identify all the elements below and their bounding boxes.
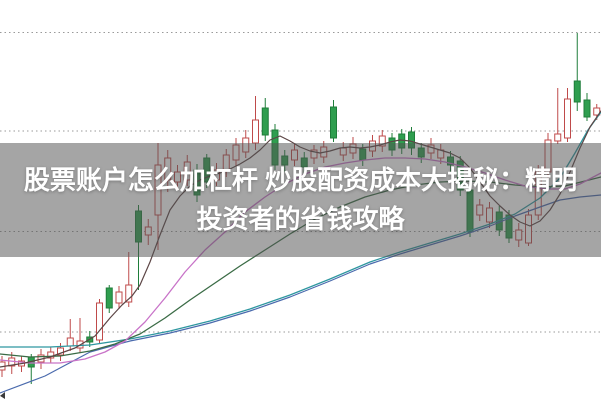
candle-up [252,119,259,144]
title-banner: 股票账户怎么加杠杆 炒股配资成本大揭秘：精明 投资者的省钱攻略 [0,143,601,257]
candle-up [554,133,562,142]
candle-up [125,284,133,303]
candle-up [47,351,55,359]
title-line-2: 投资者的省钱攻略 [196,204,405,234]
candle-up [96,302,103,341]
candle-down [105,287,113,309]
candle-down [583,99,591,118]
candle-down [573,80,581,103]
candle-up [57,347,64,356]
candle-up [564,98,571,139]
candle-down [330,106,337,139]
candle-down [261,107,269,136]
candle-up [593,107,601,116]
candle-up [66,337,74,347]
title-line-1: 股票账户怎么加杠杆 炒股配资成本大揭秘：精明 [23,165,578,195]
candle-up [115,291,123,304]
watermark-fragment [0,392,5,399]
